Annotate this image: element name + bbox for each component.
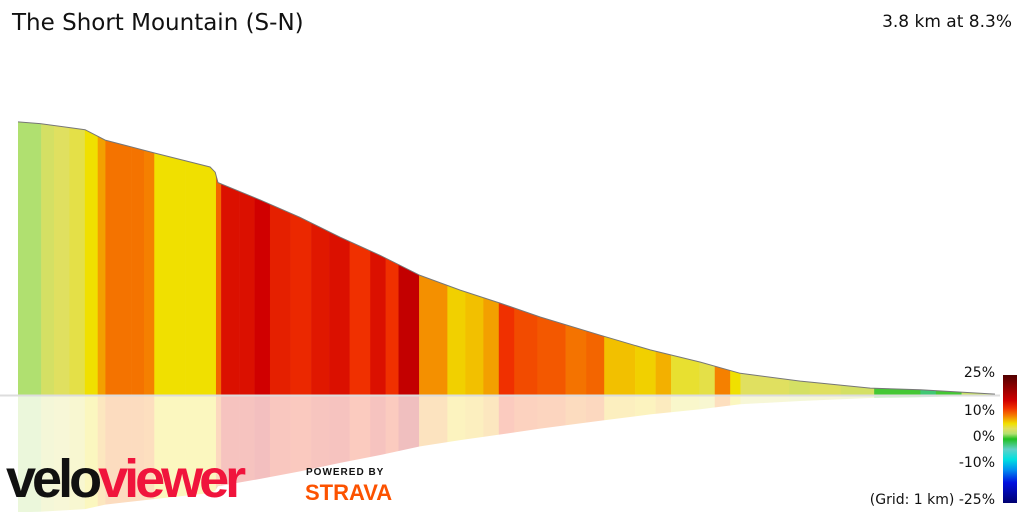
veloviewer-logo[interactable]: veloviewer: [6, 449, 246, 509]
grid-note: (Grid: 1 km): [869, 492, 955, 508]
gradient-segment: [311, 121, 330, 395]
gradient-segment: [41, 121, 55, 395]
reflection-segment: [655, 395, 672, 512]
gradient-segment: [714, 121, 731, 395]
gradient-segment: [537, 121, 566, 395]
gradient-segment: [385, 121, 399, 395]
colorbar-tick-label: 25%: [963, 365, 995, 381]
gradient-segment: [730, 121, 741, 395]
reflection-segment: [41, 395, 55, 512]
logo-viewer: viewer: [98, 449, 246, 509]
gradient-segment: [483, 121, 500, 395]
gradient-segment: [69, 121, 86, 395]
reflection-segment: [185, 395, 217, 512]
gradient-segment: [18, 121, 42, 395]
gradient-segment: [215, 121, 222, 395]
reflection-segment: [221, 395, 240, 512]
reflection-segment: [586, 395, 605, 512]
gradient-segment: [185, 121, 217, 395]
reflection-segment: [215, 395, 222, 512]
gradient-segment: [398, 121, 420, 395]
gradient-segment: [604, 121, 636, 395]
reflection-segment: [84, 395, 99, 512]
gradient-segment: [370, 121, 386, 395]
gradient-segment: [789, 121, 811, 395]
reflection-segment: [789, 395, 811, 512]
reflection-segment: [97, 395, 106, 512]
reflection-segment: [154, 395, 186, 512]
gradient-segment: [290, 121, 312, 395]
reflection-segment: [604, 395, 636, 512]
gradient-segment: [84, 121, 99, 395]
climb-summary: 3.8 km at 8.3%: [882, 12, 1012, 32]
gradient-segment: [961, 121, 995, 395]
colorbar-tick-label: 0%: [972, 429, 995, 445]
reflection-segment: [53, 395, 70, 512]
reflection-segment: [143, 395, 155, 512]
page-title: The Short Mountain (S-N): [12, 10, 304, 36]
gradient-segment: [935, 121, 962, 395]
profile-outline: [17, 121, 996, 395]
reflection-segment: [18, 395, 42, 512]
strava-logo[interactable]: STRAVA: [305, 480, 393, 505]
reflection-segment: [565, 395, 587, 512]
gradient-segment: [840, 121, 875, 395]
gradient-segment: [419, 121, 448, 395]
gradient-segment: [131, 121, 145, 395]
reflection-segment: [269, 395, 291, 512]
reflection-segment: [69, 395, 86, 512]
gradient-segment: [514, 121, 538, 395]
gradient-segment: [269, 121, 291, 395]
gradient-segment: [655, 121, 672, 395]
colorbar-tick-label: 10%: [963, 403, 995, 419]
colorbar-tick-label: -25%: [958, 492, 995, 508]
reflection-segment: [514, 395, 538, 512]
gradient-segments: [18, 121, 995, 395]
gradient-colorbar: [1003, 375, 1017, 503]
gradient-segment: [498, 121, 515, 395]
reflection-segment: [254, 395, 271, 512]
gradient-segment: [920, 121, 937, 395]
reflection-segment: [131, 395, 145, 512]
gradient-segment: [143, 121, 155, 395]
reflection-segment: [483, 395, 500, 512]
gradient-segment: [329, 121, 350, 395]
gradient-segment: [97, 121, 106, 395]
logo-velo: velo: [6, 449, 102, 509]
gradient-segment: [53, 121, 70, 395]
reflection-segment: [714, 395, 731, 512]
reflection-segment: [465, 395, 484, 512]
reflection-segment: [635, 395, 656, 512]
gradient-segment: [349, 121, 371, 395]
gradient-segment: [671, 121, 700, 395]
reflection-segment: [447, 395, 466, 512]
reflection-segment: [671, 395, 700, 512]
gradient-segment: [565, 121, 587, 395]
gradient-segment: [586, 121, 605, 395]
reflection-segment: [419, 395, 448, 512]
gradient-segment: [740, 121, 790, 395]
gradient-segment: [874, 121, 921, 395]
reflection-segment: [105, 395, 132, 512]
colorbar-tick-label: -10%: [958, 455, 995, 471]
reflection-segment: [537, 395, 566, 512]
gradient-segment: [254, 121, 271, 395]
gradient-segment: [221, 121, 240, 395]
gradient-segment: [699, 121, 716, 395]
reflection-segment: [740, 395, 790, 512]
reflection-segment: [809, 395, 842, 512]
gradient-segment: [447, 121, 466, 395]
powered-by-label: POWERED BY: [306, 467, 385, 478]
gradient-segment: [105, 121, 132, 395]
gradient-segment: [809, 121, 842, 395]
reflection-segment: [398, 395, 420, 512]
colorbar-bottom-label: (Grid: 1 km) -25%: [870, 492, 995, 508]
gradient-segment: [465, 121, 484, 395]
reflection-segment: [730, 395, 741, 512]
reflection-segment: [699, 395, 716, 512]
gradient-segment: [239, 121, 255, 395]
gradient-segment: [154, 121, 186, 395]
reflection-segment: [498, 395, 515, 512]
